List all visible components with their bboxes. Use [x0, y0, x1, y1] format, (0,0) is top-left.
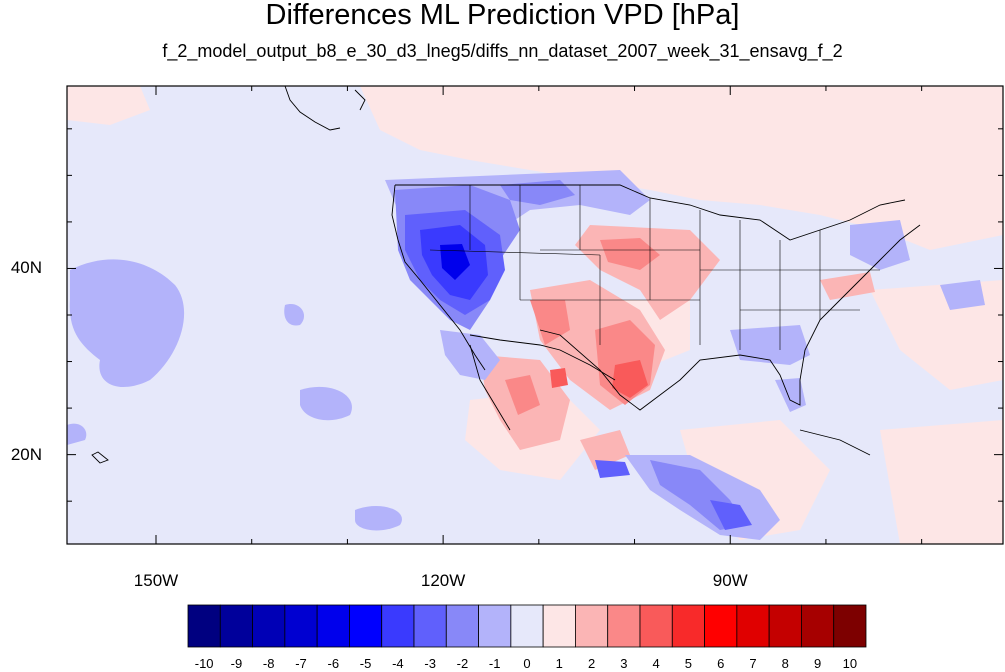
- colorbar-swatch: [639, 604, 673, 648]
- chart-title: Differences ML Prediction VPD [hPa]: [265, 0, 740, 31]
- us-canada-border: [395, 184, 906, 241]
- colorbar-label: -9: [230, 656, 243, 671]
- colorbar-swatch: [671, 604, 705, 648]
- colorbar-label: -1: [488, 656, 501, 671]
- axis-ticks: [67, 86, 1003, 544]
- colorbar-swatch: [187, 604, 221, 648]
- gulf-coast: [539, 224, 921, 411]
- colorbar-swatch: [833, 604, 867, 648]
- colorbar-label: 8: [781, 656, 789, 671]
- alaska-coast: [284, 86, 366, 131]
- colorbar-swatch: [704, 604, 738, 648]
- colorbar-swatch: [349, 604, 383, 648]
- state-lines: [429, 185, 880, 350]
- colorbar-label: 6: [717, 656, 725, 671]
- colorbar-swatch: [510, 604, 544, 648]
- baja-coast: [469, 344, 511, 431]
- colorbar-swatch: [445, 604, 479, 648]
- colorbar-label: 1: [555, 656, 563, 671]
- colorbar-label: -7: [295, 656, 307, 671]
- boundaries: [91, 86, 921, 464]
- colorbar-swatch: [801, 604, 835, 648]
- colorbar-label: -3: [424, 656, 436, 671]
- colorbar-swatch: [219, 604, 253, 648]
- colorbar-swatch: [284, 604, 318, 648]
- colorbar-swatch: [542, 604, 576, 648]
- negative-anomaly-peak: [420, 225, 488, 300]
- cuba: [799, 429, 871, 456]
- colorbar-swatch: [413, 604, 447, 648]
- colorbar-label: -8: [262, 656, 275, 671]
- colorbar-label: -10: [194, 656, 214, 671]
- y-tick-label: 40N: [10, 258, 42, 278]
- colorbar-label: 4: [652, 656, 660, 671]
- colorbar-label: 9: [813, 656, 822, 671]
- west-coast: [391, 184, 486, 371]
- y-tick-label: 20N: [10, 444, 42, 464]
- colorbar-label: 3: [620, 656, 628, 671]
- colorbar-swatch: [575, 604, 609, 648]
- colorbar-swatch: [736, 604, 770, 648]
- colorbar-label: 7: [749, 656, 757, 671]
- colorbar-swatch: [252, 604, 286, 648]
- chart-subtitle: f_2_model_output_b8_e_30_d3_lneg5/diffs_…: [162, 41, 843, 61]
- us-mexico-border: [469, 334, 616, 381]
- x-tick-label: 120W: [420, 571, 466, 590]
- positive-anomaly-peak: [550, 360, 648, 398]
- colorbar-label: 10: [842, 656, 858, 671]
- colorbar: [187, 604, 867, 648]
- colorbar-label: -4: [392, 656, 404, 671]
- colorbar-swatch: [478, 604, 512, 648]
- colorbar-swatch: [316, 604, 350, 648]
- x-tick-label: 150W: [133, 571, 179, 590]
- colorbar-label: 5: [684, 656, 693, 671]
- x-tick-label: 90W: [712, 571, 748, 590]
- colorbar-label: -6: [327, 656, 340, 671]
- colorbar-swatch: [381, 604, 415, 648]
- hawaii: [91, 451, 109, 464]
- colorbar-label: -5: [359, 656, 372, 671]
- colorbar-label: 0: [523, 656, 531, 671]
- colorbar-label: -2: [456, 656, 469, 671]
- colorbar-swatch: [768, 604, 802, 648]
- colorbar-label: 2: [587, 656, 596, 671]
- colorbar-swatch: [607, 604, 641, 648]
